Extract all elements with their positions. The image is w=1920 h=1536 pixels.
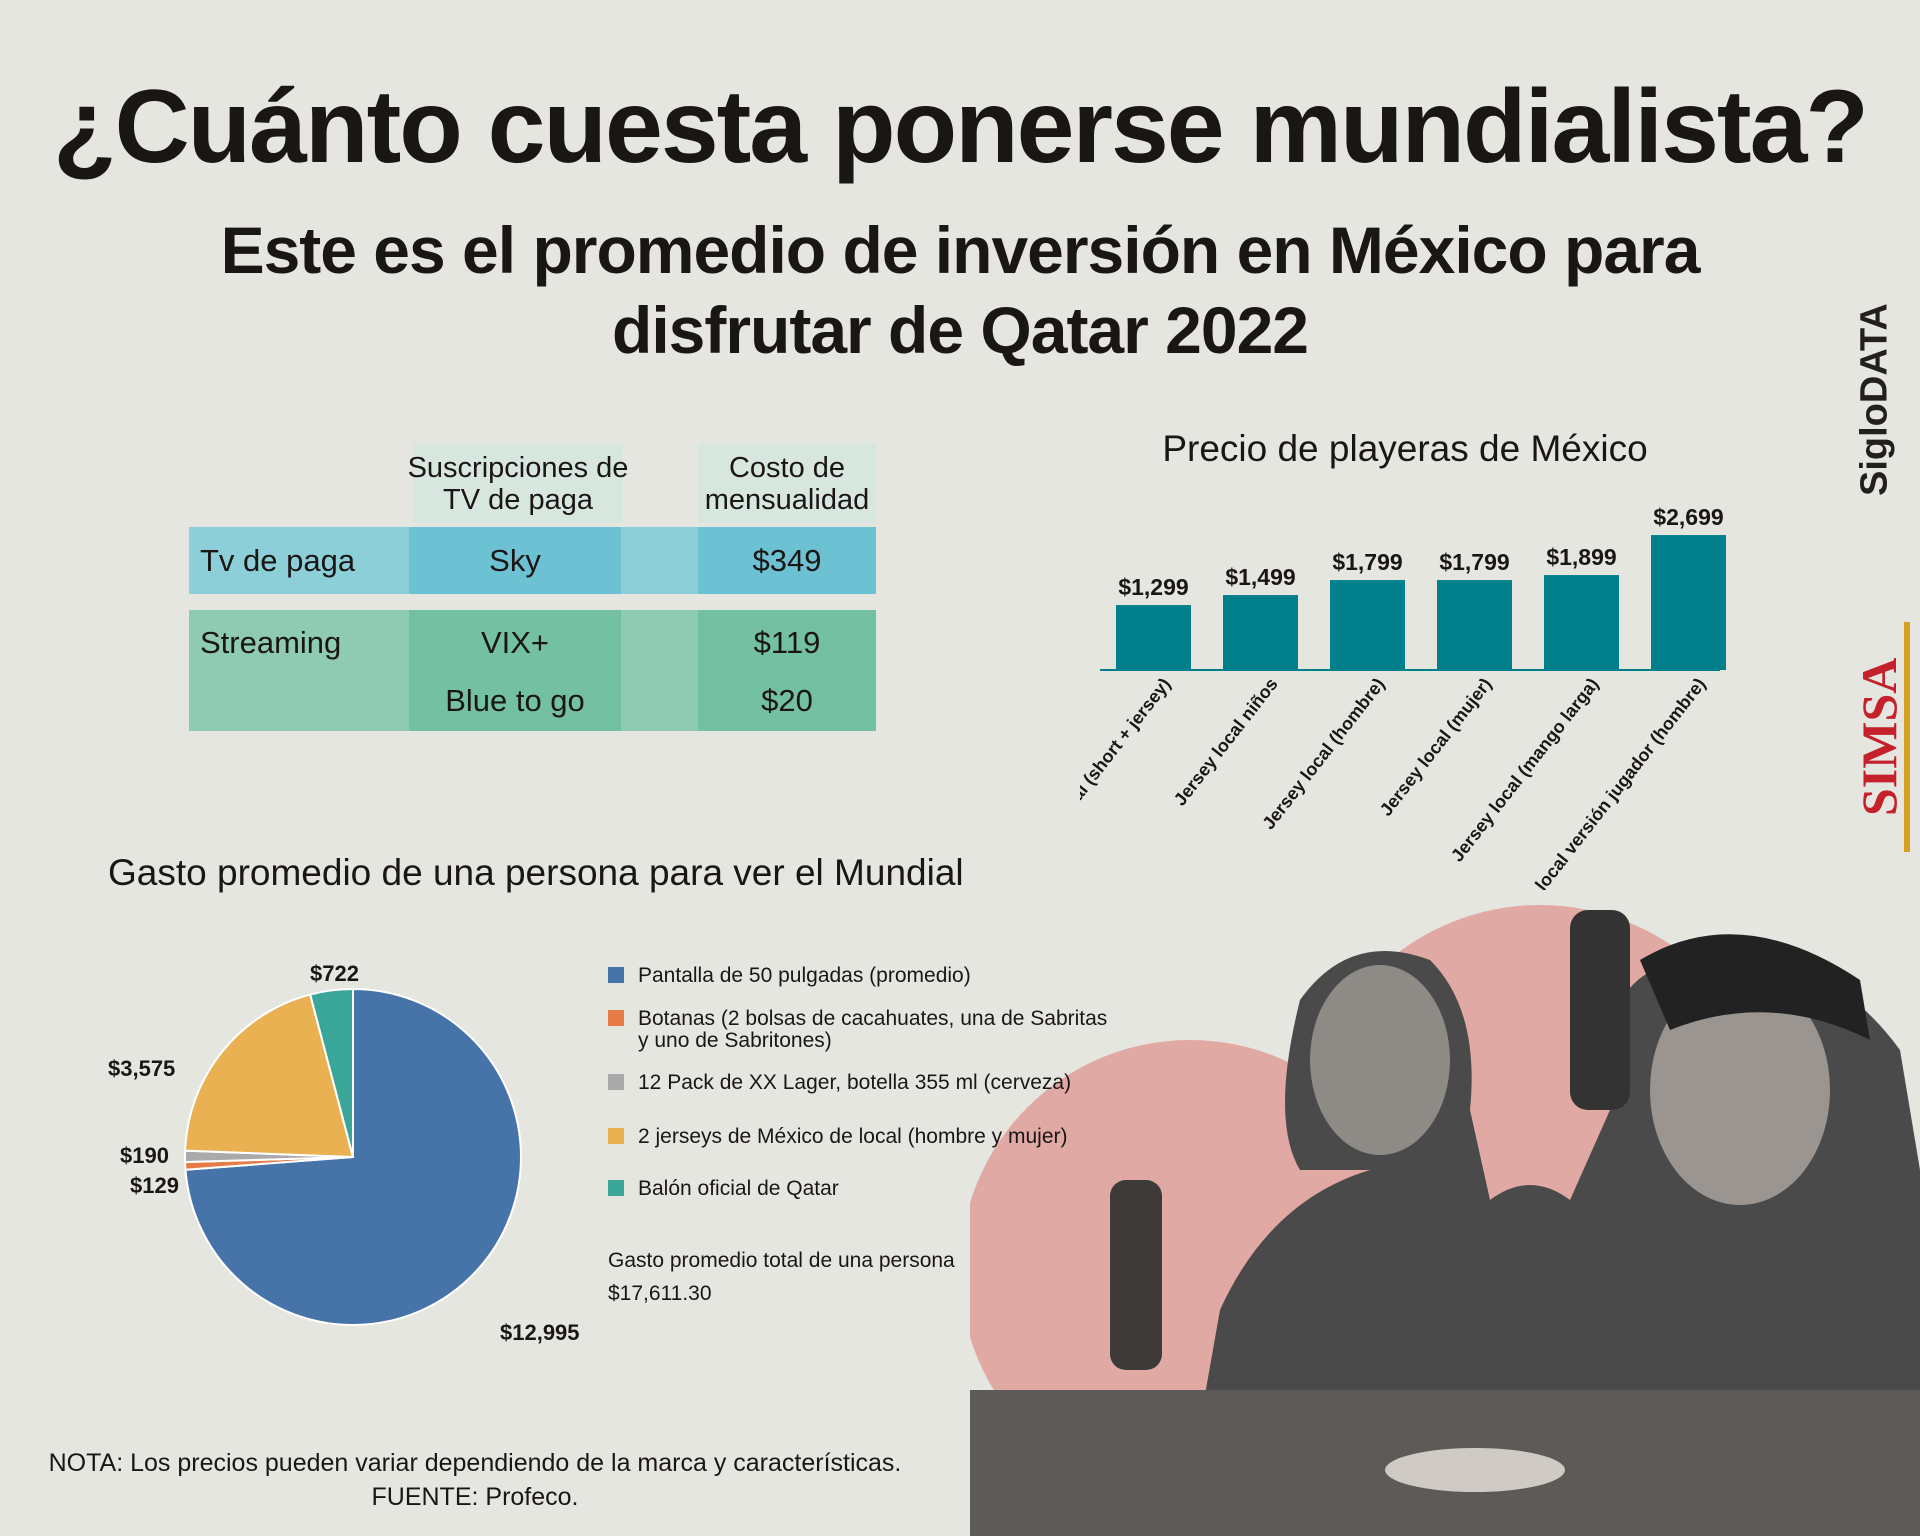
bar-value-label-2: $1,799 — [1332, 549, 1402, 575]
tv-header-service: Suscripciones de TV de paga — [407, 452, 629, 516]
legend-text-1: Botanas (2 bolsas de cacahuates, una de … — [638, 1007, 1108, 1052]
pie-slice-3 — [184, 993, 355, 1159]
tv-row-band — [409, 527, 621, 594]
streaming-rows-band-cost — [698, 610, 876, 731]
tv-header-bg-cost — [698, 443, 876, 523]
tv-row-2-cost: $20 — [761, 683, 813, 718]
footer-note: NOTA: Los precios pueden variar dependie… — [0, 1446, 950, 1514]
pie-label-4: $722 — [310, 961, 359, 986]
pie-label-1: $129 — [130, 1173, 179, 1198]
legend-swatch-4 — [608, 1180, 624, 1196]
bar-value-label-4: $1,899 — [1546, 544, 1616, 570]
pie-chart-title: Gasto promedio de una persona para ver e… — [108, 852, 964, 893]
legend-text-4: Balón oficial de Qatar — [638, 1177, 839, 1200]
subtitle-line-1: Este es el promedio de inversión en Méxi… — [220, 213, 1701, 287]
streaming-rows-band — [409, 610, 621, 731]
bar-1 — [1223, 595, 1298, 670]
bar-value-label-3: $1,799 — [1439, 549, 1509, 575]
total-label: Gasto promedio total de una persona — [608, 1249, 955, 1272]
people-photo — [970, 910, 1920, 1536]
legend-item-3: 2 jerseys de México de local (hombre y m… — [608, 1126, 1128, 1148]
pie-label-0: $12,995 — [500, 1320, 580, 1345]
subtitle-line-2: disfrutar de Qatar 2022 — [612, 293, 1309, 367]
bar-category-label-0: Conjunto bebé local (short + jersey) — [1080, 674, 1175, 890]
legend-text-0: Pantalla de 50 pulgadas (promedio) — [638, 964, 971, 987]
legend-swatch-2 — [608, 1074, 624, 1090]
tv-header-cost: Costo de mensualidad — [704, 452, 870, 516]
bar-0 — [1116, 605, 1191, 670]
pie-slice-4 — [308, 987, 354, 1158]
tv-row-0-cost: $349 — [752, 542, 822, 578]
bar-category-label-1: Jersey local niños — [1170, 674, 1282, 809]
bar-value-label-1: $1,499 — [1225, 564, 1295, 590]
page-title: ¿Cuánto cuesta ponerse mundialista? — [53, 69, 1869, 185]
tv-header-bg-service — [413, 443, 623, 523]
tv-row-1-cost: $119 — [753, 625, 821, 660]
tv-row-0-category: Tv de paga — [200, 542, 356, 578]
legend-text-3: 2 jerseys de México de local (hombre y m… — [638, 1125, 1068, 1148]
bar-3 — [1437, 580, 1512, 670]
tv-row-2-service: Blue to go — [445, 683, 585, 718]
sjglodata-logo: SigloDATA — [1853, 303, 1896, 497]
simsa-logo: SIMSA — [1851, 622, 1910, 852]
bar-5 — [1651, 535, 1726, 670]
bar-category-label-2: Jersey local (hombre) — [1258, 674, 1388, 833]
tv-row-0-service: Sky — [489, 542, 541, 578]
tv-row-1-service: VIX+ — [480, 625, 550, 660]
total-value: $17,611.30 — [608, 1282, 712, 1305]
bar-category-label-3: Jersey local (mujer) — [1376, 674, 1496, 820]
photo-illustration — [970, 905, 1920, 1536]
legend-item-2: 12 Pack de XX Lager, botella 355 ml (cer… — [608, 1072, 1128, 1094]
tv-row-1-category: Streaming — [200, 625, 342, 660]
pie-label-3: $3,575 — [108, 1056, 175, 1081]
legend-item-4: Balón oficial de Qatar — [608, 1178, 1128, 1200]
bar-chart-title: Precio de playeras de México — [1162, 428, 1648, 469]
pie-label-2: $190 — [120, 1143, 169, 1168]
bar-value-label-0: $1,299 — [1118, 574, 1188, 600]
legend-swatch-0 — [608, 967, 624, 983]
bar-2 — [1330, 580, 1405, 670]
bar-value-label-5: $2,699 — [1653, 504, 1723, 530]
bar-chart: $1,299 Conjunto bebé local (short + jerse… — [1080, 504, 1726, 890]
pie-chart: $12,995 $129 $190 $3,575 $722 — [108, 961, 580, 1345]
tv-row-band-cost — [698, 527, 876, 594]
legend-item-0: Pantalla de 50 pulgadas (promedio) — [608, 965, 1128, 987]
legend-swatch-1 — [608, 1010, 624, 1026]
legend-item-1: Botanas (2 bolsas de cacahuates, una de … — [608, 1008, 1108, 1052]
source-text: FUENTE: Profeco. — [371, 1483, 579, 1511]
bar-4 — [1544, 575, 1619, 670]
legend-text-2: 12 Pack de XX Lager, botella 355 ml (cer… — [638, 1071, 1072, 1094]
legend-swatch-3 — [608, 1128, 624, 1144]
note-text: NOTA: Los precios pueden variar dependie… — [48, 1449, 902, 1477]
